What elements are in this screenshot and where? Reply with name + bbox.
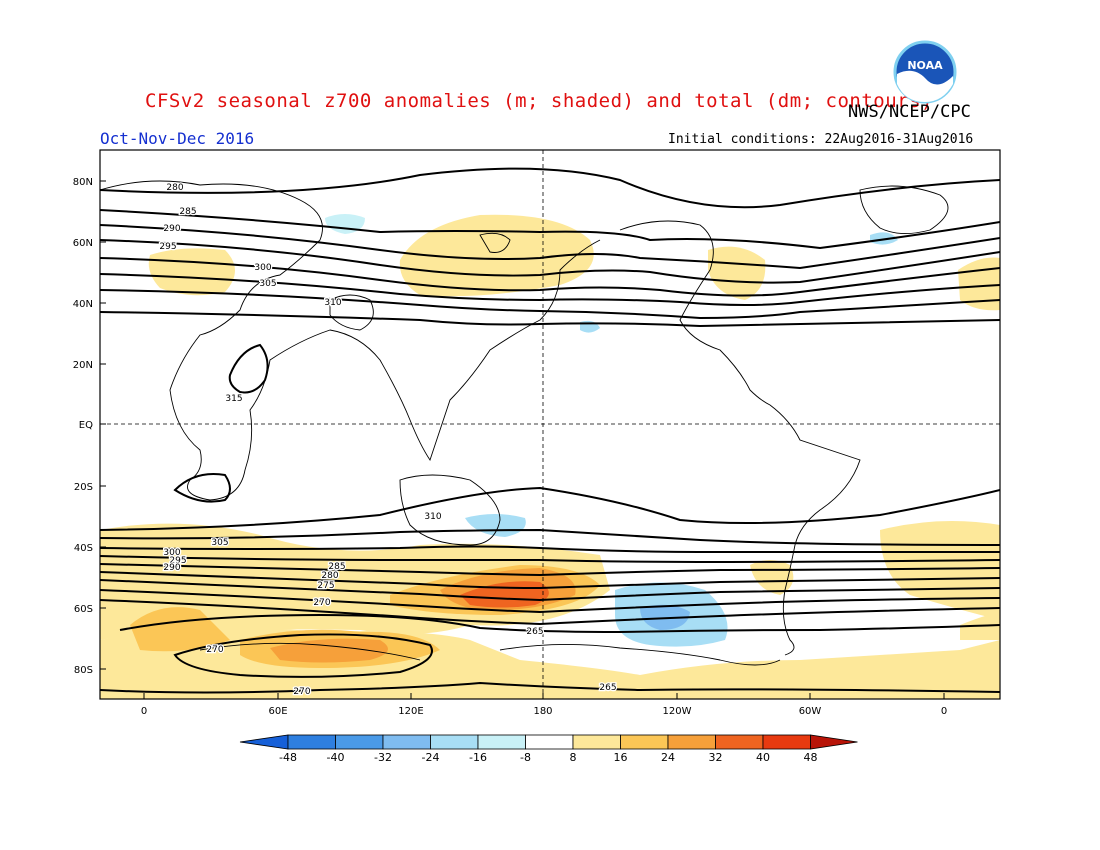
colorbar-tick-label: 24	[661, 751, 675, 764]
colorbar-low-arrow	[239, 734, 289, 750]
z700-contours	[100, 167, 1000, 694]
colorbar-tick-label: 8	[570, 751, 577, 764]
contour-label: 310	[424, 512, 441, 522]
noaa-logo-text: NOAA	[907, 59, 943, 72]
colorbar-tick-label: -16	[469, 751, 487, 764]
lon-tick-label: 120W	[663, 706, 692, 717]
colorbar-segment	[715, 734, 764, 750]
colorbar-segment	[620, 734, 669, 750]
contour-label: 280	[321, 571, 338, 581]
contour-label: 300	[254, 263, 271, 273]
contour-label: 270	[293, 687, 310, 697]
lat-tick-label: 40N	[73, 299, 93, 310]
colorbar: -48 -40 -32 -24 -16 -8 8 16 24 32 40 48	[239, 734, 858, 764]
colorbar-tick-label: 16	[614, 751, 628, 764]
contour-label: 285	[328, 562, 345, 572]
lon-tick-label: 60E	[268, 706, 287, 717]
colorbar-segment	[430, 734, 479, 750]
initial-conditions-label: Initial conditions: 22Aug2016-31Aug2016	[668, 132, 974, 147]
agency-label: NWS/NCEP/CPC	[848, 102, 971, 122]
colorbar-high-arrow	[810, 734, 858, 750]
contour-label: 295	[159, 242, 176, 252]
chart-title: CFSv2 seasonal z700 anomalies (m; shaded…	[145, 90, 933, 112]
anomaly-shading	[100, 214, 1000, 699]
colorbar-segment	[572, 734, 621, 750]
contour-label: 275	[317, 581, 334, 591]
contour-label: 305	[259, 279, 276, 289]
coastlines	[100, 180, 949, 666]
contour-label: 290	[163, 563, 180, 573]
contour-label: 305	[211, 538, 228, 548]
lat-tick-label: 80S	[74, 665, 93, 676]
lat-tick-label: 60N	[73, 238, 93, 249]
colorbar-segment	[287, 734, 336, 750]
colorbar-tick-label: -8	[520, 751, 531, 764]
lon-tick-label: 120E	[398, 706, 423, 717]
contour-label: 300	[163, 548, 180, 558]
colorbar-segment	[762, 734, 811, 750]
contour-label: 270	[313, 598, 330, 608]
contour-label: 285	[179, 207, 196, 217]
colorbar-segment	[477, 734, 526, 750]
colorbar-segment	[667, 734, 716, 750]
lat-tick-label: 40S	[74, 543, 93, 554]
period-label: Oct-Nov-Dec 2016	[100, 129, 255, 148]
lon-tick-label: 180	[533, 706, 552, 717]
colorbar-tick-label: -24	[422, 751, 440, 764]
contour-label: 265	[599, 683, 616, 693]
lon-tick-label: 0	[141, 706, 147, 717]
contour-label: 295	[169, 556, 186, 566]
contour-label: 310	[324, 298, 341, 308]
contour-label: 280	[166, 183, 183, 193]
lat-tick-label: 20S	[74, 482, 93, 493]
noaa-logo-icon: NOAA	[893, 40, 957, 104]
colorbar-tick-label: -48	[279, 751, 297, 764]
lat-tick-label: 20N	[73, 360, 93, 371]
contour-label: 270	[206, 645, 223, 655]
contour-label: 265	[526, 627, 543, 637]
lon-tick-label: 0	[941, 706, 947, 717]
lat-tick-label: EQ	[79, 420, 93, 431]
colorbar-segment	[382, 734, 431, 750]
colorbar-segment	[525, 734, 574, 750]
colorbar-tick-label: 32	[709, 751, 723, 764]
colorbar-tick-label: -40	[327, 751, 345, 764]
lat-tick-label: 60S	[74, 604, 93, 615]
latitude-axis: 80N 60N 40N 20N EQ 20S 40S 60S 80S	[73, 177, 106, 676]
longitude-axis: 0 60E 120E 180 120W 60W 0	[141, 693, 947, 717]
colorbar-tick-label: 48	[804, 751, 818, 764]
colorbar-tick-label: 40	[756, 751, 770, 764]
contour-label: 315	[225, 394, 242, 404]
lat-tick-label: 80N	[73, 177, 93, 188]
contour-label: 290	[163, 224, 180, 234]
colorbar-segment	[335, 734, 384, 750]
colorbar-tick-label: -32	[374, 751, 392, 764]
lon-tick-label: 60W	[799, 706, 822, 717]
